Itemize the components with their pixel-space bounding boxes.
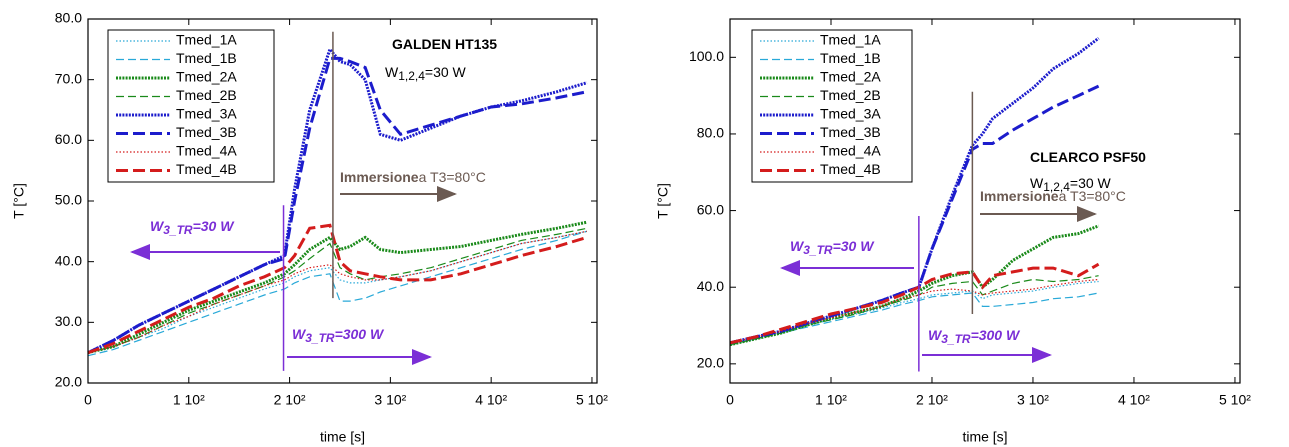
y-tick-label: 50.0	[55, 192, 82, 208]
x-tick-label: 1 10²	[815, 392, 847, 408]
x-axis-label: time [s]	[962, 429, 1007, 445]
y-tick-label: 60.0	[55, 131, 82, 147]
series-line	[87, 230, 588, 354]
x-axis-label: time [s]	[320, 429, 365, 445]
x-tick-label: 2 10²	[916, 392, 948, 408]
annotation-part: 3_TR	[803, 243, 833, 257]
plot-frame	[729, 18, 1241, 384]
series-line	[729, 292, 1099, 346]
annotation-part: W	[385, 64, 399, 80]
annotation: Immersionea T3=80°C	[980, 188, 1126, 204]
y-axis-label: T [°C]	[655, 183, 671, 219]
series-line	[729, 280, 1099, 346]
y-axis-label: T [°C]	[11, 183, 27, 219]
x-tick-label: 3 10²	[1017, 392, 1049, 408]
series-line	[87, 230, 588, 357]
annotation: W1,2,4=30 W	[1030, 175, 1112, 194]
annotation: W3_TR=300 W	[292, 326, 385, 345]
series-line	[729, 262, 1100, 345]
annotation-part: W	[150, 218, 165, 234]
series-line	[729, 275, 1099, 346]
annotation-part: 3_TR	[305, 331, 335, 345]
annotation: GALDEN HT135	[392, 36, 497, 52]
legend-label: Tmed_4A	[820, 143, 881, 159]
y-tick-label: 20.0	[55, 374, 82, 390]
annotation-part: GALDEN HT135	[392, 36, 497, 52]
y-tick-label: 70.0	[55, 70, 82, 86]
series-line	[87, 227, 588, 354]
series-line	[87, 230, 588, 354]
annotation-part: Immersione	[980, 188, 1059, 204]
annotation: CLEARCO PSF50	[1030, 149, 1146, 165]
legend-label: Tmed_2B	[820, 87, 881, 103]
legend-label: Tmed_4B	[820, 161, 881, 177]
x-tick-label: 5 10²	[1219, 392, 1251, 408]
series-line	[87, 56, 588, 355]
legend-label: Tmed_3A	[820, 106, 881, 122]
annotation-part: =30 W	[833, 238, 876, 254]
annotation-part: =300 W	[971, 327, 1021, 343]
x-tick-label: 0	[84, 392, 92, 408]
legend-box	[107, 29, 275, 183]
annotation-part: =30 W	[193, 218, 236, 234]
annotation-part: =30 W	[1070, 175, 1112, 191]
legend-label: Tmed_4B	[176, 161, 237, 177]
annotation-part: a T3=80°C	[1059, 188, 1126, 204]
annotation: W3_TR=300 W	[928, 327, 1021, 346]
series-line	[87, 223, 588, 355]
y-tick-label: 80.0	[697, 125, 724, 141]
legend-label: Tmed_3B	[176, 124, 237, 140]
legend-label: Tmed_3A	[176, 106, 237, 122]
x-tick-label: 1 10²	[173, 392, 205, 408]
y-tick-label: 30.0	[55, 313, 82, 329]
annotation-part: 1,2,4	[398, 69, 425, 83]
annotation-part: 3_TR	[941, 332, 971, 346]
y-tick-label: 80.0	[55, 10, 82, 26]
annotation-part: W	[292, 326, 307, 342]
annotation: Immersionea T3=80°C	[340, 169, 486, 185]
y-tick-label: 100.0	[689, 48, 724, 64]
x-tick-label: 2 10²	[274, 392, 306, 408]
legend-label: Tmed_1B	[176, 50, 237, 66]
annotation: W3_TR=30 W	[150, 218, 235, 237]
annotation-part: W	[790, 238, 805, 254]
x-tick-label: 0	[726, 392, 734, 408]
legend-label: Tmed_4A	[176, 143, 237, 159]
annotation-part: =30 W	[425, 64, 467, 80]
annotation-part: W	[928, 327, 943, 343]
legend-label: Tmed_2A	[176, 69, 237, 85]
legend-box	[751, 29, 913, 183]
annotation-part: CLEARCO PSF50	[1030, 149, 1146, 165]
series-line	[87, 220, 588, 355]
y-tick-label: 40.0	[697, 278, 724, 294]
annotation: W3_TR=30 W	[790, 238, 875, 257]
legend-label: Tmed_1A	[820, 32, 881, 48]
annotation-part: a T3=80°C	[419, 169, 486, 185]
y-tick-label: 40.0	[55, 252, 82, 268]
legend-label: Tmed_3B	[820, 124, 881, 140]
annotation-part: 3_TR	[163, 223, 193, 237]
y-tick-label: 60.0	[697, 201, 724, 217]
legend-label: Tmed_1A	[176, 32, 237, 48]
legend-label: Tmed_1B	[820, 50, 881, 66]
legend-label: Tmed_2B	[176, 87, 237, 103]
annotation-part: W	[1030, 175, 1044, 191]
series-line	[729, 278, 1099, 344]
x-tick-label: 4 10²	[1118, 392, 1150, 408]
legend-label: Tmed_2A	[820, 69, 881, 85]
x-tick-label: 4 10²	[475, 392, 507, 408]
y-tick-label: 20.0	[697, 355, 724, 371]
annotation-part: Immersione	[340, 169, 419, 185]
annotation: W1,2,4=30 W	[385, 64, 467, 83]
annotation-part: 1,2,4	[1043, 180, 1070, 194]
plot-frame	[87, 18, 598, 384]
x-tick-label: 3 10²	[374, 392, 406, 408]
x-tick-label: 5 10²	[576, 392, 608, 408]
annotation-part: =300 W	[335, 326, 385, 342]
